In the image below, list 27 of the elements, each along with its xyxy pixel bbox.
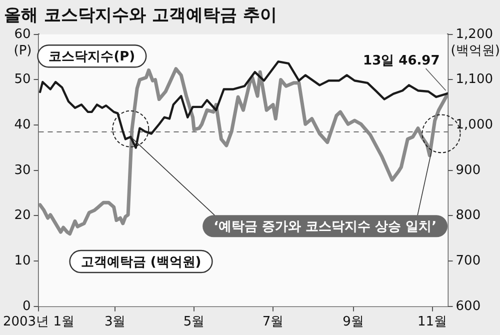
series-label: 고객예탁금 (백억원) [80,254,202,270]
y2-tick-label: 600 [456,298,481,314]
x-tick-label: 2003년 1월 [2,314,74,330]
x-tick-label: 3월 [104,314,126,330]
y-tick-label: 40 [14,117,31,132]
series-label: 코스닥지수(P) [48,50,136,65]
y2-axis-title: (백억원) [450,43,500,58]
y-tick-label: 30 [14,162,31,178]
y2-tick-label: 700 [456,253,481,268]
y2-tick-label: 1,200 [456,26,493,42]
y-tick-label: 50 [14,72,31,88]
y2-tick-label: 1,100 [456,72,493,88]
y-axis-title: (P) [14,43,32,58]
chart-title: 올해 코스닥지수와 고객예탁금 추이 [4,6,277,26]
x-tick-label: 9월 [342,314,364,330]
y-tick-label: 60 [14,26,31,42]
x-tick-label: 11월 [417,314,448,330]
annotation: ‘예탁금 증가와 코스닥지수 상승 일치’ [214,220,437,235]
y2-tick-label: 900 [456,162,481,178]
y2-tick-label: 1,000 [456,117,493,132]
y-tick-label: 0 [22,298,31,314]
x-tick-label: 5월 [183,314,205,330]
y-tick-label: 20 [14,208,31,224]
annotation: 13일 46.97 [363,53,440,68]
y2-tick-label: 800 [456,208,481,224]
x-tick-label: 7월 [262,314,284,330]
y-tick-label: 10 [14,253,31,268]
